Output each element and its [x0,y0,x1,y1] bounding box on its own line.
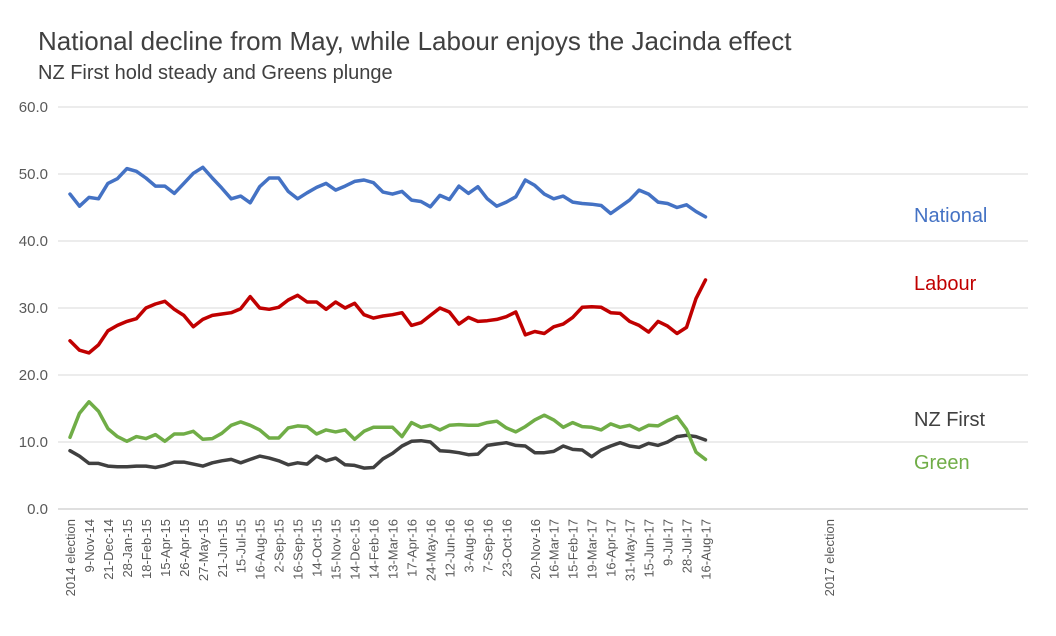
x-tick-label: 31-May-17 [623,519,638,581]
x-tick-label: 21-Dec-14 [101,519,116,580]
x-tick-label: 27-May-15 [196,519,211,581]
series-line-national [68,165,708,219]
series-label-labour: Labour [914,273,977,295]
x-tick-label: 28-Jul-17 [680,519,695,573]
x-tick-label: 23-Oct-16 [499,519,514,577]
x-tick-label: 17-Apr-16 [404,519,419,577]
x-tick-label: 14-Feb-16 [367,519,382,579]
x-tick-label: 14-Oct-15 [310,519,325,577]
x-tick-label: 2014 election [63,519,78,596]
x-tick-label: 12-Jun-16 [442,519,457,578]
x-tick-label: 28-Jan-15 [120,519,135,578]
x-tick-label: 15-Jun-17 [642,519,657,578]
x-tick-label: 15-Feb-17 [566,519,581,579]
x-tick-label: 2017 election [822,519,837,596]
x-tick-label: 7-Sep-16 [480,519,495,572]
x-tick-label: 20-Nov-16 [528,519,543,580]
x-tick-label: 15-Apr-15 [158,519,173,577]
x-tick-label: 15-Nov-15 [329,519,344,580]
x-tick-label: 18-Feb-15 [139,519,154,579]
series-label-national: National [914,205,987,227]
series-label-nz-first: NZ First [914,409,986,431]
chart-title: National decline from May, while Labour … [38,26,792,56]
y-tick-label: 40.0 [19,233,48,250]
x-tick-label: 13-Mar-16 [385,519,400,579]
x-tick-label: 16-Mar-17 [547,519,562,579]
x-tick-label: 16-Sep-15 [291,519,306,580]
series-line-green [68,400,708,462]
x-tick-label: 9-Nov-14 [82,519,97,572]
x-tick-label: 2-Sep-15 [272,519,287,572]
y-tick-label: 50.0 [19,166,48,183]
series-line-labour [68,278,708,355]
chart-subtitle: NZ First hold steady and Greens plunge [38,62,393,84]
x-tick-label: 21-Jun-15 [215,519,230,578]
series-line-nz-first [68,433,708,470]
y-tick-label: 60.0 [19,99,48,116]
y-tick-label: 20.0 [19,367,48,384]
x-tick-label: 26-Apr-15 [177,519,192,577]
x-tick-label: 3-Aug-16 [461,519,476,572]
x-tick-label: 16-Aug-15 [253,519,268,580]
x-tick-label: 16-Aug-17 [699,519,714,580]
x-tick-label: 9-Jul-17 [661,519,676,566]
y-tick-label: 30.0 [19,300,48,317]
x-tick-label: 15-Jul-15 [234,519,249,573]
y-tick-label: 10.0 [19,434,48,451]
y-tick-label: 0.0 [27,501,48,518]
x-tick-label: 19-Mar-17 [585,519,600,579]
series-label-green: Green [914,452,970,474]
x-tick-label: 24-May-16 [423,519,438,581]
x-tick-label: 14-Dec-15 [348,519,363,580]
x-tick-label: 16-Apr-17 [604,519,619,577]
